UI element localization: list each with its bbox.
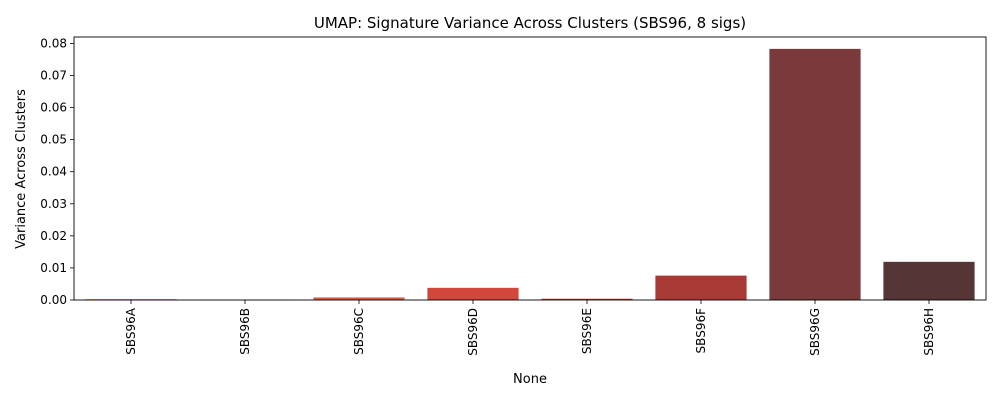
- bar-sbs96d: [427, 287, 519, 300]
- y-tick-label: 0.03: [40, 197, 67, 211]
- x-tick-label: SBS96D: [466, 308, 480, 356]
- x-tick-label: SBS96B: [238, 308, 252, 355]
- x-tick-label: SBS96C: [352, 308, 366, 355]
- chart-title: UMAP: Signature Variance Across Clusters…: [314, 14, 746, 32]
- y-tick-label: 0.05: [40, 133, 67, 147]
- y-tick-label: 0.04: [40, 165, 67, 179]
- x-tick-label: SBS96G: [808, 308, 822, 356]
- x-axis: SBS96A SBS96B SBS96C SBS96D SBS96E SBS96F SBS9…: [124, 300, 936, 356]
- y-tick-label: 0.01: [40, 261, 67, 275]
- y-tick-label: 0.06: [40, 101, 67, 115]
- y-tick-label: 0.08: [40, 36, 67, 50]
- x-tick-label: SBS96F: [694, 308, 708, 354]
- y-tick-label: 0.02: [40, 229, 67, 243]
- plot-frame: [73, 36, 987, 301]
- bar-sbs96e: [541, 298, 633, 300]
- x-tick-label: SBS96A: [124, 307, 138, 355]
- y-axis: 0.00 0.01 0.02 0.03 0.04 0.05 0.06 0.07 0.08: [40, 36, 74, 307]
- x-tick-label: SBS96H: [922, 308, 936, 356]
- bar-sbs96a: [85, 299, 177, 300]
- bar-sbs96c: [313, 297, 405, 300]
- bar-sbs96g: [769, 48, 861, 301]
- y-axis-label: Variance Across Clusters: [14, 89, 29, 249]
- bar-sbs96f: [655, 275, 747, 300]
- y-tick-label: 0.00: [40, 293, 67, 307]
- bar-sbs96h: [883, 261, 975, 300]
- y-tick-label: 0.07: [40, 68, 67, 82]
- bars-group: [85, 48, 975, 301]
- x-tick-label: SBS96E: [580, 308, 594, 354]
- x-axis-label: None: [513, 372, 547, 387]
